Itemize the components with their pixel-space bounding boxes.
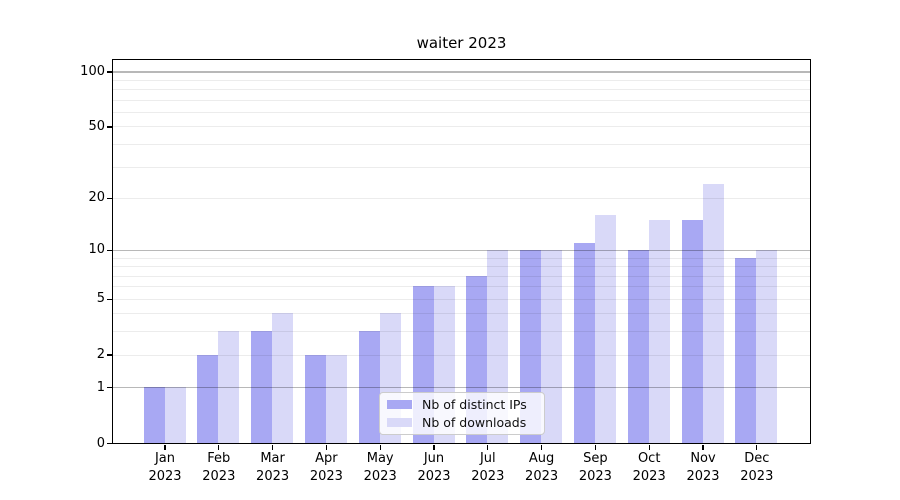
- x-axis-month-label: Oct: [637, 451, 661, 466]
- x-axis-year-label: 2023: [417, 468, 451, 484]
- x-axis-month-label: Aug: [528, 451, 555, 466]
- bar-downloads-mar: [272, 313, 294, 443]
- y-axis-tick-label: 50: [88, 118, 105, 134]
- y-axis-tick-label: 5: [96, 291, 105, 307]
- chart-title: waiter 2023: [416, 34, 507, 52]
- bar-distinct-ips-jan: [143, 387, 165, 443]
- x-axis-month-label: Jun: [423, 451, 445, 466]
- bar-distinct-ips-mar: [251, 331, 273, 443]
- x-axis-month-label: Jul: [479, 451, 496, 466]
- x-axis-tick-label: Jul 2023: [458, 450, 518, 485]
- x-axis-month-label: Mar: [260, 451, 285, 466]
- y-axis-tick-label: 1: [96, 379, 105, 395]
- x-axis-tick-label: Feb 2023: [189, 450, 249, 485]
- y-axis-tick-label: 0: [96, 435, 105, 451]
- x-axis-year-label: 2023: [309, 468, 343, 484]
- bar-distinct-ips-sep: [573, 242, 595, 443]
- x-axis-month-label: Feb: [207, 451, 231, 466]
- bar-downloads-aug: [541, 249, 563, 443]
- x-axis-year-label: 2023: [686, 468, 720, 484]
- x-axis-year-label: 2023: [202, 468, 236, 484]
- legend-entry: Nb of downloads: [387, 415, 536, 430]
- x-axis-tick-label: Sep 2023: [565, 450, 625, 485]
- x-axis-tick-label: Mar 2023: [243, 450, 303, 485]
- x-axis-tick-mark: [594, 445, 597, 450]
- bar-downloads-apr: [325, 354, 347, 443]
- legend-swatch-distinct-ips: [387, 399, 412, 410]
- y-axis-tick-mark: [106, 442, 112, 445]
- x-axis-year-label: 2023: [740, 468, 774, 484]
- x-axis-tick-mark: [540, 445, 543, 450]
- x-axis-tick-mark: [433, 445, 435, 450]
- x-axis-tick-mark: [271, 445, 274, 450]
- x-axis-month-label: Dec: [744, 451, 770, 466]
- y-axis-tick-label: 100: [80, 63, 105, 79]
- bar-distinct-ips-feb: [197, 354, 219, 443]
- y-axis-tick-mark: [106, 387, 112, 389]
- bar-distinct-ips-nov: [681, 219, 703, 443]
- y-axis-tick-label: 2: [96, 347, 105, 363]
- bar-downloads-nov: [702, 183, 724, 443]
- bar-distinct-ips-apr: [304, 354, 326, 443]
- y-axis-tick-mark: [106, 354, 112, 356]
- bar-downloads-jan: [164, 387, 186, 443]
- y-axis-tick-label: 20: [88, 190, 105, 206]
- x-axis-year-label: 2023: [256, 468, 290, 484]
- x-axis-tick-label: Jun 2023: [404, 450, 464, 485]
- y-axis-tick-mark: [106, 126, 112, 128]
- x-axis-tick-label: Jan 2023: [135, 450, 195, 485]
- x-axis-tick-mark: [648, 445, 650, 450]
- x-axis-tick-mark: [487, 445, 489, 450]
- bar-downloads-feb: [218, 331, 240, 443]
- x-axis-tick-mark: [379, 445, 381, 450]
- x-axis-tick-mark: [325, 445, 328, 450]
- x-axis-month-label: Jan: [154, 451, 176, 466]
- legend-entry: Nb of distinct IPs: [387, 397, 536, 412]
- x-axis-year-label: 2023: [148, 468, 182, 484]
- bar-distinct-ips-dec: [735, 257, 757, 443]
- x-axis-year-label: 2023: [363, 468, 397, 484]
- bar-distinct-ips-oct: [627, 249, 649, 443]
- x-axis-tick-mark: [164, 445, 166, 450]
- bar-downloads-dec: [756, 249, 778, 443]
- x-axis-tick-label: Dec 2023: [727, 450, 787, 485]
- x-axis-tick-label: Oct 2023: [619, 450, 679, 485]
- x-axis-tick-label: May 2023: [350, 450, 410, 485]
- x-axis-tick-mark: [702, 445, 704, 450]
- y-axis-tick-label: 10: [88, 242, 105, 258]
- legend: Nb of distinct IPs Nb of downloads: [379, 392, 545, 435]
- x-axis-tick-label: Aug 2023: [512, 450, 572, 485]
- x-axis-tick-label: Apr 2023: [296, 450, 356, 485]
- x-axis-month-label: Nov: [690, 451, 716, 466]
- bar-downloads-oct: [648, 219, 670, 443]
- x-axis-month-label: May: [366, 451, 394, 466]
- x-axis-month-label: Sep: [583, 451, 608, 466]
- y-axis-tick-mark: [106, 249, 112, 252]
- x-axis-tick-mark: [218, 445, 220, 450]
- legend-label: Nb of downloads: [422, 415, 527, 430]
- y-axis-tick-mark: [106, 71, 112, 73]
- x-axis-year-label: 2023: [471, 468, 505, 484]
- x-axis-year-label: 2023: [578, 468, 612, 484]
- x-axis-year-label: 2023: [632, 468, 666, 484]
- x-axis-year-label: 2023: [525, 468, 559, 484]
- x-axis-tick-mark: [756, 445, 758, 450]
- y-axis-tick-mark: [106, 298, 112, 300]
- plot-area: [111, 59, 811, 444]
- x-axis-month-label: Apr: [315, 451, 338, 466]
- bars-layer: [113, 60, 810, 443]
- x-axis-tick-label: Nov 2023: [673, 450, 733, 485]
- y-axis-tick-mark: [106, 197, 112, 200]
- legend-label: Nb of distinct IPs: [422, 397, 527, 412]
- legend-swatch-downloads: [387, 417, 412, 428]
- bar-downloads-sep: [594, 214, 616, 443]
- bar-distinct-ips-may: [358, 331, 380, 443]
